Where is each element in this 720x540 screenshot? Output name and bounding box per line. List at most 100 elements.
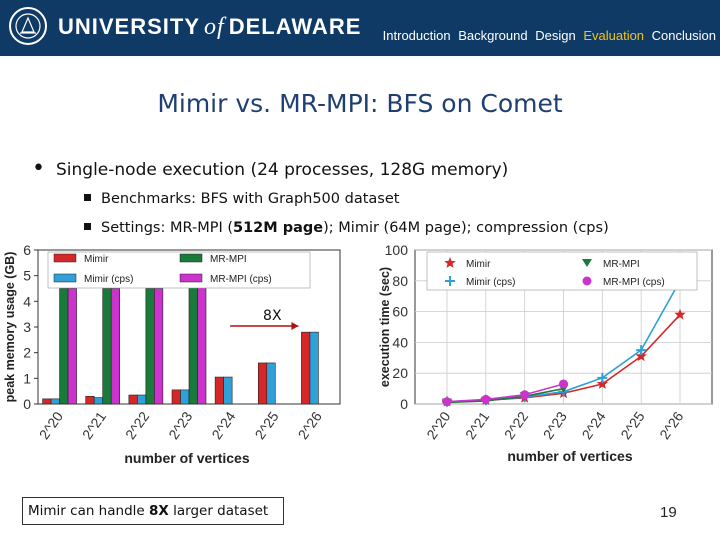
bar [59, 288, 69, 405]
y-tick-label: 3 [23, 319, 31, 335]
nav-conclusion[interactable]: Conclusion [651, 28, 716, 43]
data-point [559, 379, 568, 389]
legend-label: MR-MPI (cps) [603, 277, 665, 288]
callout-text-a: Mimir can handle [28, 503, 149, 519]
series-line [446, 387, 564, 404]
callout-text-c: larger dataset [168, 503, 269, 519]
data-point [520, 390, 530, 400]
bar [214, 376, 224, 405]
bar [102, 288, 112, 405]
legend-label: MR-MPI [210, 254, 247, 265]
x-tick-label: 2^21 [79, 408, 109, 442]
section-nav: Introduction Background Design Evaluatio… [379, 28, 716, 44]
legend-swatch [53, 253, 77, 263]
data-point [442, 397, 452, 407]
x-tick-label: 2^21 [462, 408, 492, 442]
bar [145, 288, 155, 405]
time-line-chart: 0 20 40 60 80 100 2^20 2^21 2^22 2^23 2^24 2^25 2^26… [378, 242, 713, 464]
x-tick-label: 2^20 [36, 408, 66, 442]
university-seal-icon [9, 7, 47, 45]
bar [301, 331, 311, 405]
legend-label: Mimir (cps) [466, 277, 515, 288]
data-point [445, 276, 455, 286]
series-line [446, 383, 564, 403]
y-tick-label: 0 [23, 396, 31, 412]
legend-swatch [179, 273, 203, 283]
bar [50, 398, 60, 405]
nav-evaluation[interactable]: Evaluation [583, 28, 645, 43]
university-wordmark: UNIVERSITY of DELAWARE [58, 12, 361, 42]
bar [110, 288, 121, 405]
data-point [596, 378, 608, 389]
legend-label: MR-MPI (cps) [210, 274, 272, 285]
bar [128, 394, 138, 405]
bar [93, 397, 104, 405]
x-tick-label: 2^26 [656, 408, 686, 442]
callout-text-bold: 8X [149, 503, 169, 519]
x-tick-label: 2^25 [251, 408, 281, 442]
y-tick-label: 0 [400, 396, 408, 412]
y-tick-label: 6 [23, 242, 31, 258]
x-tick-label: 2^22 [501, 408, 531, 442]
y-tick-label: 40 [392, 334, 408, 350]
x-tick-label: 2^22 [122, 408, 152, 442]
settings-text-bold: 512M page [233, 220, 324, 236]
legend-swatch [179, 253, 203, 263]
x-axis-title: number of vertices [124, 450, 249, 466]
square-bullet-icon [84, 194, 91, 201]
bar [188, 285, 198, 405]
y-tick-label: 2 [23, 345, 31, 361]
bar [309, 331, 319, 405]
x-tick-label: 2^25 [617, 408, 647, 442]
bar [154, 288, 164, 405]
legend-label: MR-MPI [603, 259, 640, 270]
sub-bullet-settings: Settings: MR-MPI (512M page); Mimir (64M… [84, 217, 609, 239]
memory-bar-chart: 0 1 2 3 4 5 6 2^20 2^21 2^22 2^23 2^24 2^25 2^26 Mimir… [3, 242, 341, 466]
bar [266, 362, 276, 405]
y-axis-title: execution time (sec) [378, 267, 392, 387]
bar [171, 389, 181, 405]
bar [85, 396, 95, 405]
data-point [582, 276, 592, 286]
data-point [674, 308, 686, 320]
conclusion-callout: Mimir can handle 8X larger dataset [22, 497, 284, 525]
sub-bullet-benchmarks: Benchmarks: BFS with Graph500 dataset [84, 188, 399, 210]
header-bar: UNIVERSITY of DELAWARE Introduction Backgr… [0, 0, 720, 56]
y-axis-title: peak memory usage (GB) [3, 252, 17, 403]
legend-label: Mimir [466, 259, 491, 270]
legend-label: Mimir (cps) [84, 274, 133, 285]
settings-text-c: ); Mimir (64M page); compression (cps) [323, 220, 609, 236]
legend-box [47, 251, 311, 289]
bar [223, 376, 233, 405]
y-tick-label: 4 [23, 293, 31, 309]
x-tick-label: 2^24 [208, 408, 238, 442]
main-bullet: • Single-node execution (24 processes, 12… [32, 156, 508, 183]
x-tick-label: 2^23 [540, 408, 570, 442]
bar [42, 398, 52, 405]
y-tick-label: 80 [392, 273, 408, 289]
data-point [597, 372, 608, 383]
page-number: 19 [660, 504, 677, 521]
bar [137, 394, 147, 405]
y-tick-label: 1 [23, 370, 31, 386]
data-point [635, 350, 647, 362]
legend-label: Mimir [84, 254, 109, 265]
bar [197, 285, 207, 405]
y-tick-label: 100 [385, 242, 409, 258]
legend-box [426, 251, 698, 291]
bullet-dot-icon: • [32, 156, 45, 181]
x-tick-label: 2^26 [295, 408, 325, 442]
nav-introduction[interactable]: Introduction [382, 28, 451, 43]
y-tick-label: 5 [23, 268, 31, 284]
legend-swatch [53, 273, 77, 283]
x-tick-label: 2^23 [165, 408, 195, 442]
annotation-label: 8X [263, 308, 282, 324]
data-point [582, 259, 592, 267]
main-bullet-text: Single-node execution (24 processes, 128… [56, 160, 509, 180]
settings-text-a: Settings: MR-MPI ( [101, 220, 233, 236]
nav-design[interactable]: Design [535, 28, 576, 43]
bar [257, 362, 268, 405]
y-tick-label: 60 [392, 304, 408, 320]
bar [67, 288, 77, 405]
nav-background[interactable]: Background [458, 28, 528, 43]
